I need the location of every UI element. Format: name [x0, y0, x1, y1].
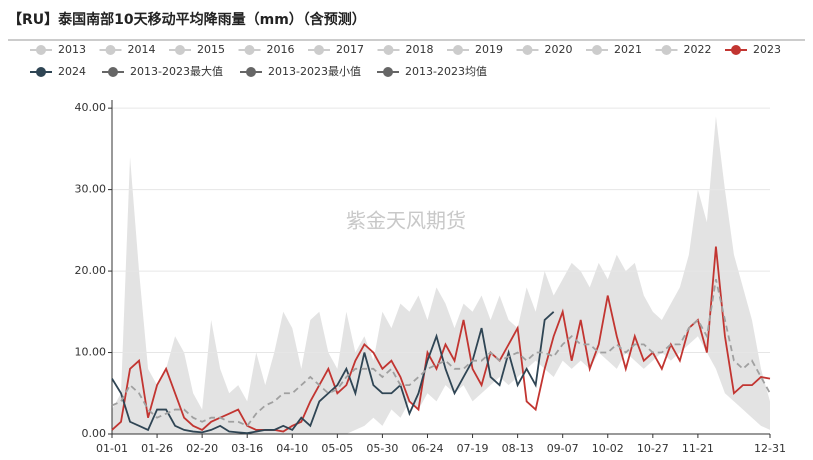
x-tick-label: 05-05 [321, 442, 353, 455]
y-tick-label: 40.00 [75, 101, 107, 114]
legend-dot [453, 45, 463, 55]
x-tick-label: 01-26 [141, 442, 173, 455]
legend-label: 2023 [753, 43, 781, 56]
x-tick-label: 08-13 [502, 442, 534, 455]
legend-label: 2022 [684, 43, 712, 56]
legend-dot [36, 45, 46, 55]
legend-dot [105, 45, 116, 55]
legend-dot [314, 45, 324, 55]
legend-dot [383, 67, 393, 77]
legend-dot [108, 67, 118, 77]
legend-dot [383, 45, 394, 55]
chart-title: 【RU】泰国南部10天移动平均降雨量（mm）（含预测） [8, 11, 366, 28]
x-tick-label: 04-10 [276, 442, 308, 455]
legend-dot [36, 67, 46, 77]
series-line [111, 246, 771, 433]
x-tick-label: 10-02 [592, 442, 624, 455]
legend-dot [592, 45, 602, 55]
x-tick-label: 07-19 [457, 442, 489, 455]
legend-label: 2016 [267, 43, 295, 56]
y-tick-label: 20.00 [75, 264, 107, 277]
x-tick-label: 01-01 [96, 442, 128, 455]
series-line [111, 311, 555, 435]
x-tick-label: 06-24 [411, 442, 443, 455]
x-tick-label: 03-16 [231, 442, 263, 455]
legend-label: 2019 [475, 43, 503, 56]
legend-label: 2013 [58, 43, 86, 56]
legend-label: 2020 [545, 43, 573, 56]
legend-dot [731, 45, 741, 55]
legend-label: 2013-2023最大值 [130, 64, 223, 78]
legend-label: 2021 [614, 43, 642, 56]
x-tick-label: 05-30 [366, 442, 398, 455]
y-tick-label: 0.00 [82, 427, 107, 440]
x-tick-label: 11-21 [682, 442, 714, 455]
legend-label: 2014 [128, 43, 156, 56]
x-tick-label: 12-31 [754, 442, 786, 455]
series-line [111, 279, 771, 427]
x-tick-label: 09-07 [547, 442, 579, 455]
legend-dot [244, 45, 255, 55]
legend-dot [175, 45, 185, 55]
area-fill [112, 336, 770, 434]
y-tick-label: 10.00 [75, 346, 107, 359]
legend-label: 2024 [58, 65, 86, 78]
x-tick-label: 02-20 [186, 442, 218, 455]
legend-label: 2018 [406, 43, 434, 56]
legend-dot [661, 45, 672, 55]
legend-label: 2013-2023均值 [405, 65, 487, 78]
y-tick-label: 30.00 [75, 183, 107, 196]
legend-dot [522, 45, 533, 55]
legend-label: 2017 [336, 43, 364, 56]
area-fill [112, 116, 770, 434]
watermark: 紫金天风期货 [346, 209, 466, 233]
x-tick-label: 10-27 [637, 442, 669, 455]
legend-label: 2015 [197, 43, 225, 56]
legend-dot [246, 67, 256, 77]
legend-label: 2013-2023最小值 [268, 65, 361, 78]
